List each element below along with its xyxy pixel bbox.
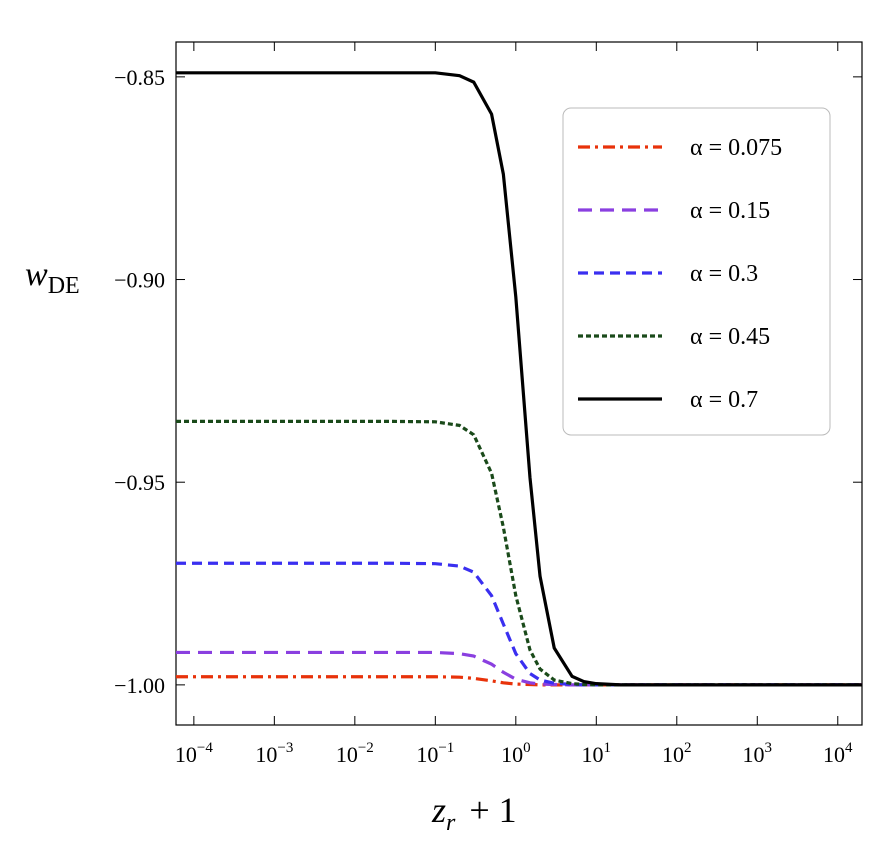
x-tick-label: 10−3 xyxy=(255,740,293,767)
x-tick-exponent: 1 xyxy=(604,740,612,756)
x-tick-label: 104 xyxy=(823,740,853,767)
legend-box xyxy=(562,107,831,436)
series-line xyxy=(176,650,862,687)
x-label-text: z xyxy=(431,790,446,830)
x-tick-label: 102 xyxy=(662,740,692,767)
y-axis-label: wDE xyxy=(25,256,80,299)
x-axis-label: zr + 1 xyxy=(431,790,517,836)
x-tick-base: 10 xyxy=(416,742,438,767)
y-label-subscript: DE xyxy=(48,273,80,299)
x-tick-base: 10 xyxy=(501,742,523,767)
x-tick-base: 10 xyxy=(582,742,604,767)
x-tick-exponent: −1 xyxy=(438,740,454,756)
legend-label: α = 0.7 xyxy=(690,387,758,413)
x-tick-label: 100 xyxy=(501,740,531,767)
y-label-text: w xyxy=(25,256,48,293)
x-label-subscript: r xyxy=(446,810,456,836)
x-tick-base: 10 xyxy=(175,742,197,767)
x-tick-label: 10−1 xyxy=(416,740,454,767)
y-tick-label: −1.00 xyxy=(114,673,165,698)
x-label-suffix: + 1 xyxy=(469,790,516,830)
x-tick-exponent: −3 xyxy=(277,740,293,756)
legend: α = 0.075 α = 0.15 α = 0.3 α = 0.45 α = 0.7 xyxy=(562,107,831,436)
lines xyxy=(176,71,862,687)
x-tick-exponent: 4 xyxy=(845,740,853,756)
legend-label: α = 0.15 xyxy=(690,198,770,224)
legend-label: α = 0.45 xyxy=(690,324,770,350)
x-tick-label: 101 xyxy=(582,740,612,767)
x-tick-label: 10−2 xyxy=(336,740,374,767)
x-tick-exponent: 2 xyxy=(684,740,692,756)
x-tick-label: 103 xyxy=(743,740,773,767)
x-tick-exponent: −2 xyxy=(358,740,374,756)
x-tick-base: 10 xyxy=(255,742,277,767)
x-tick-base: 10 xyxy=(823,742,845,767)
series-line xyxy=(176,561,862,687)
x-tick-exponent: 3 xyxy=(765,740,773,756)
y-tick-label: −0.85 xyxy=(114,65,165,90)
ticks: 10−4 10−3 10−2 10−1 100 101 102 103 104−0.85−0.9… xyxy=(114,42,862,767)
x-tick-base: 10 xyxy=(743,742,765,767)
series-line xyxy=(176,71,862,687)
legend-label: α = 0.3 xyxy=(690,261,758,287)
x-tick-base: 10 xyxy=(336,742,358,767)
x-tick-base: 10 xyxy=(662,742,684,767)
x-tick-label: 10−4 xyxy=(175,740,213,767)
legend-label: α = 0.075 xyxy=(690,135,782,161)
x-tick-exponent: 0 xyxy=(523,740,531,756)
series-line xyxy=(176,419,862,687)
y-tick-label: −0.90 xyxy=(114,268,165,293)
x-tick-exponent: −4 xyxy=(197,740,213,756)
y-tick-label: −0.95 xyxy=(114,470,165,495)
plot-frame xyxy=(175,41,863,726)
